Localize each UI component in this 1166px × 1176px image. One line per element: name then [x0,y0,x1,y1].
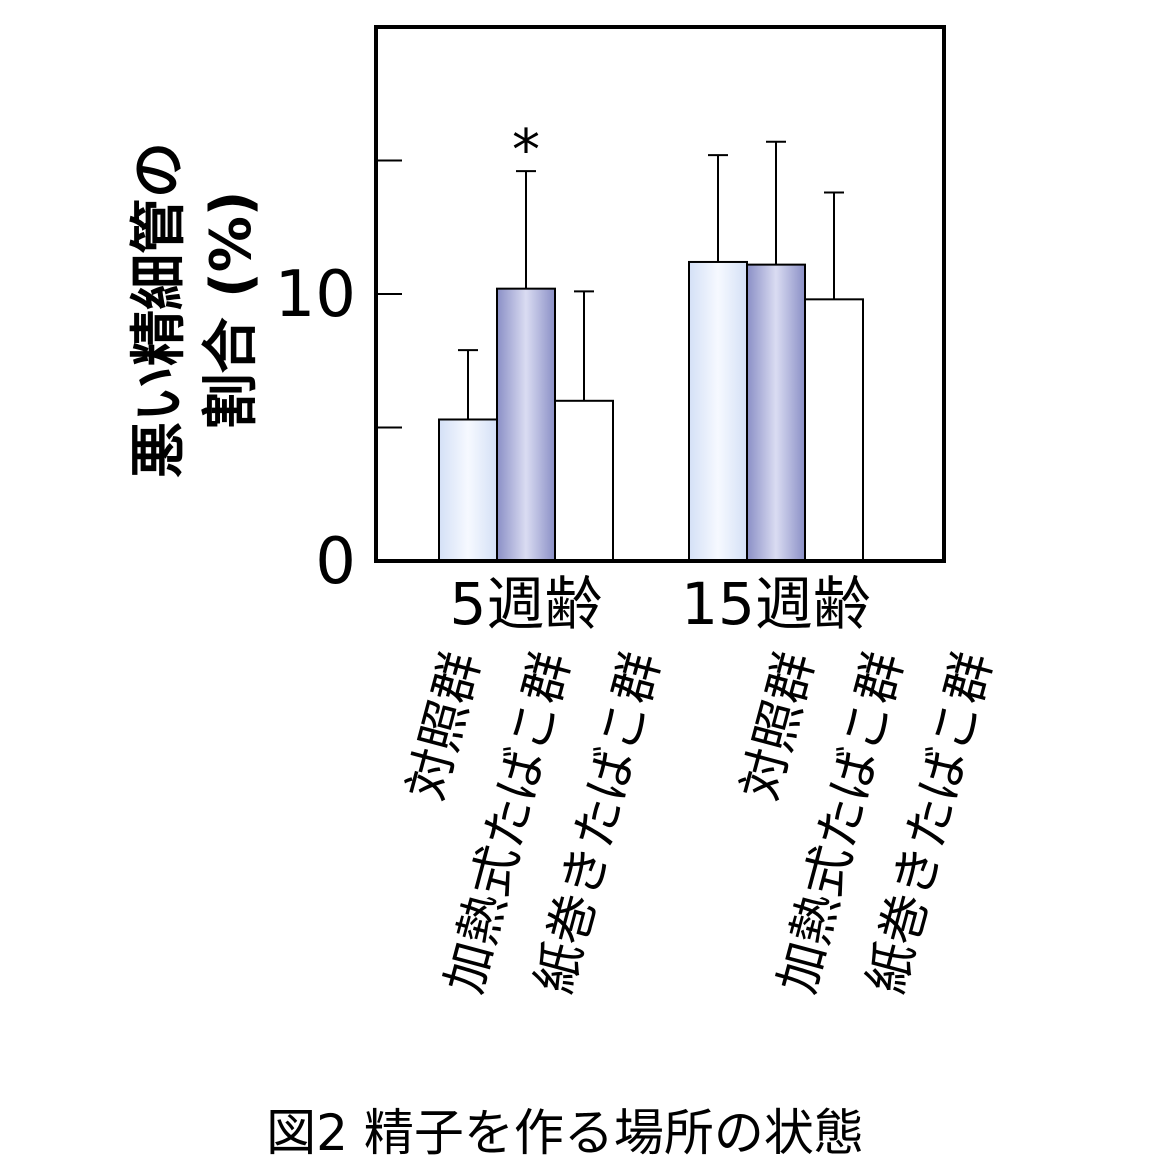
x-category-label: 15週齢 [681,570,871,638]
series-label: 対照群 [397,646,492,806]
bar [554,399,614,562]
bar [496,287,556,562]
significance-asterisk: * [512,118,540,183]
bar [804,298,864,562]
bar [746,263,806,562]
figure-caption: 図2 精子を作る場所の状態 [266,1104,864,1162]
x-category-label: 5週齢 [450,570,603,638]
y-tick-label: 0 [315,525,356,599]
plot-frame [374,25,946,563]
series-label: 対照群 [731,646,826,806]
bar [688,260,748,562]
bar [438,418,498,562]
y-axis-label-line2: 割合 (%) [199,191,264,430]
y-tick-label: 10 [275,258,356,332]
y-axis-label-line1: 悪い精細管の [127,142,192,478]
